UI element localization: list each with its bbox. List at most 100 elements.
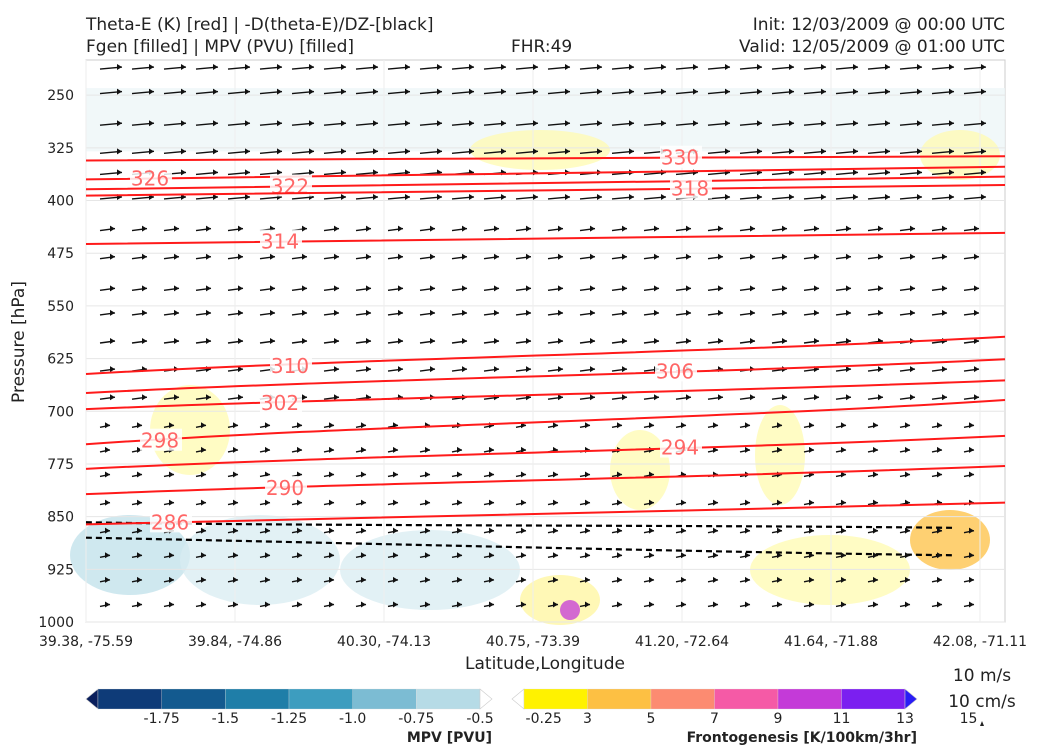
wind-arrowhead-icon (265, 576, 270, 583)
wind-arrowhead-icon (213, 120, 218, 127)
wind-arrowhead-icon (745, 527, 750, 534)
wind-arrowhead-icon (233, 552, 238, 559)
wind-arrowhead-icon (969, 552, 974, 559)
wind-arrowhead-icon (526, 338, 531, 344)
y-tick-label: 775 (47, 457, 74, 473)
fgen-colorbar-tick: 9 (774, 711, 783, 727)
wind-arrowhead-icon (981, 169, 986, 176)
wind-arrowhead-icon (405, 193, 410, 200)
wind-arrowhead-icon (277, 88, 282, 95)
wind-arrowhead-icon (654, 309, 659, 316)
wind-arrowhead-icon (713, 552, 718, 559)
wind-arrowhead-icon (565, 88, 570, 95)
wind-arrowhead-icon (425, 576, 430, 583)
wind-arrowhead-icon (494, 309, 499, 316)
mpv-colorbar-tick: -0.25 (526, 711, 562, 727)
wind-arrowhead-icon (750, 285, 755, 292)
wind-arrowhead-icon (469, 193, 474, 200)
wind-arrowhead-icon (425, 552, 430, 559)
chart-title-line2: Fgen [filled] | MPV (PVU) [filled] (86, 37, 355, 57)
wind-arrowhead-icon (949, 193, 954, 200)
wind-arrowhead-icon (814, 253, 819, 260)
wind-arrowhead-icon (585, 576, 590, 583)
wind-arrowhead-icon (142, 225, 147, 232)
wind-arrowhead-icon (238, 366, 243, 373)
wind-arrowhead-icon (201, 576, 206, 583)
wind-arrowhead-icon (361, 446, 366, 453)
wind-arrowhead-icon (821, 88, 826, 95)
wind-arrowhead-icon (137, 499, 142, 506)
wind-arrowhead-icon (686, 394, 691, 401)
y-tick-label: 700 (47, 404, 74, 420)
wind-arrowhead-icon (937, 471, 942, 478)
wind-arrowhead-icon (366, 253, 371, 260)
wind-arrowhead-icon (142, 253, 147, 260)
wind-arrowhead-icon (137, 576, 142, 583)
theta-e-contour-line (85, 231, 1006, 246)
wind-arrowhead-icon (206, 309, 211, 316)
wind-arrowhead-icon (213, 193, 218, 200)
wind-arrowhead-icon (457, 499, 462, 506)
wind-arrowhead-icon (718, 225, 723, 232)
wind-arrowhead-icon (846, 394, 851, 401)
wind-arrowhead-icon (105, 499, 110, 506)
wind-arrowhead-icon (777, 552, 782, 559)
wind-arrowhead-icon (366, 338, 371, 344)
wind-arrowhead-icon (649, 601, 654, 608)
wind-arrowhead-icon (373, 64, 378, 71)
wind-arrowhead-icon (341, 120, 346, 127)
theta-e-contour-label: 286 (151, 510, 189, 534)
wind-arrowhead-icon (846, 366, 851, 373)
wind-arrowhead-icon (841, 446, 846, 453)
shading-blob (180, 515, 340, 605)
wind-arrowhead-icon (814, 338, 819, 344)
mpv-colorbar-cell (416, 688, 481, 710)
fgen-colorbar-cell (841, 688, 906, 710)
wind-arrowhead-icon (622, 366, 627, 373)
wind-key-arrow-icon (980, 721, 984, 726)
shading-blob (920, 130, 1000, 180)
x-tick-label: 41.64, -71.88 (784, 634, 878, 650)
wind-arrowhead-icon (622, 394, 627, 401)
wind-arrowhead-icon (233, 601, 238, 608)
wind-arrowhead-icon (590, 225, 595, 232)
wind-arrowhead-icon (233, 446, 238, 453)
wind-arrowhead-icon (265, 527, 270, 534)
wind-arrowhead-icon (745, 499, 750, 506)
wind-arrowhead-icon (558, 285, 563, 292)
wind-arrowhead-icon (213, 148, 218, 155)
wind-arrowhead-icon (110, 366, 115, 373)
wind-arrowhead-icon (757, 88, 762, 95)
wind-arrowhead-icon (521, 446, 526, 453)
wind-arrowhead-icon (841, 422, 846, 429)
fgen-colorbar-tick: 7 (710, 711, 719, 727)
wind-arrowhead-icon (393, 552, 398, 559)
wind-arrowhead-icon (713, 601, 718, 608)
wind-arrowhead-icon (782, 338, 787, 344)
wind-arrowhead-icon (137, 471, 142, 478)
wind-arrowhead-icon (425, 601, 430, 608)
wind-arrowhead-icon (137, 527, 142, 534)
wind-arrowhead-icon (341, 64, 346, 71)
wind-arrowhead-icon (585, 527, 590, 534)
wind-arrowhead-icon (917, 169, 922, 176)
wind-arrowhead-icon (558, 338, 563, 344)
wind-arrowhead-icon (789, 88, 794, 95)
wind-arrowhead-icon (526, 366, 531, 373)
wind-arrowhead-icon (297, 576, 302, 583)
wind-arrowhead-icon (309, 64, 314, 71)
wind-arrowhead-icon (745, 446, 750, 453)
wind-arrowhead-icon (533, 193, 538, 200)
wind-arrowhead-icon (718, 394, 723, 401)
wind-arrowhead-icon (142, 285, 147, 292)
theta-e-contour-line (85, 434, 1006, 470)
wind-arrowhead-icon (405, 88, 410, 95)
fgen-colorbar-tick: 5 (647, 711, 656, 727)
wind-arrowhead-icon (462, 366, 467, 373)
x-axis-label: Latitude,Longitude (465, 654, 625, 674)
wind-arrowhead-icon (713, 446, 718, 453)
wind-arrowhead-icon (110, 253, 115, 260)
wind-arrowhead-icon (782, 253, 787, 260)
wind-arrowhead-icon (174, 253, 179, 260)
wind-arrowhead-icon (745, 576, 750, 583)
